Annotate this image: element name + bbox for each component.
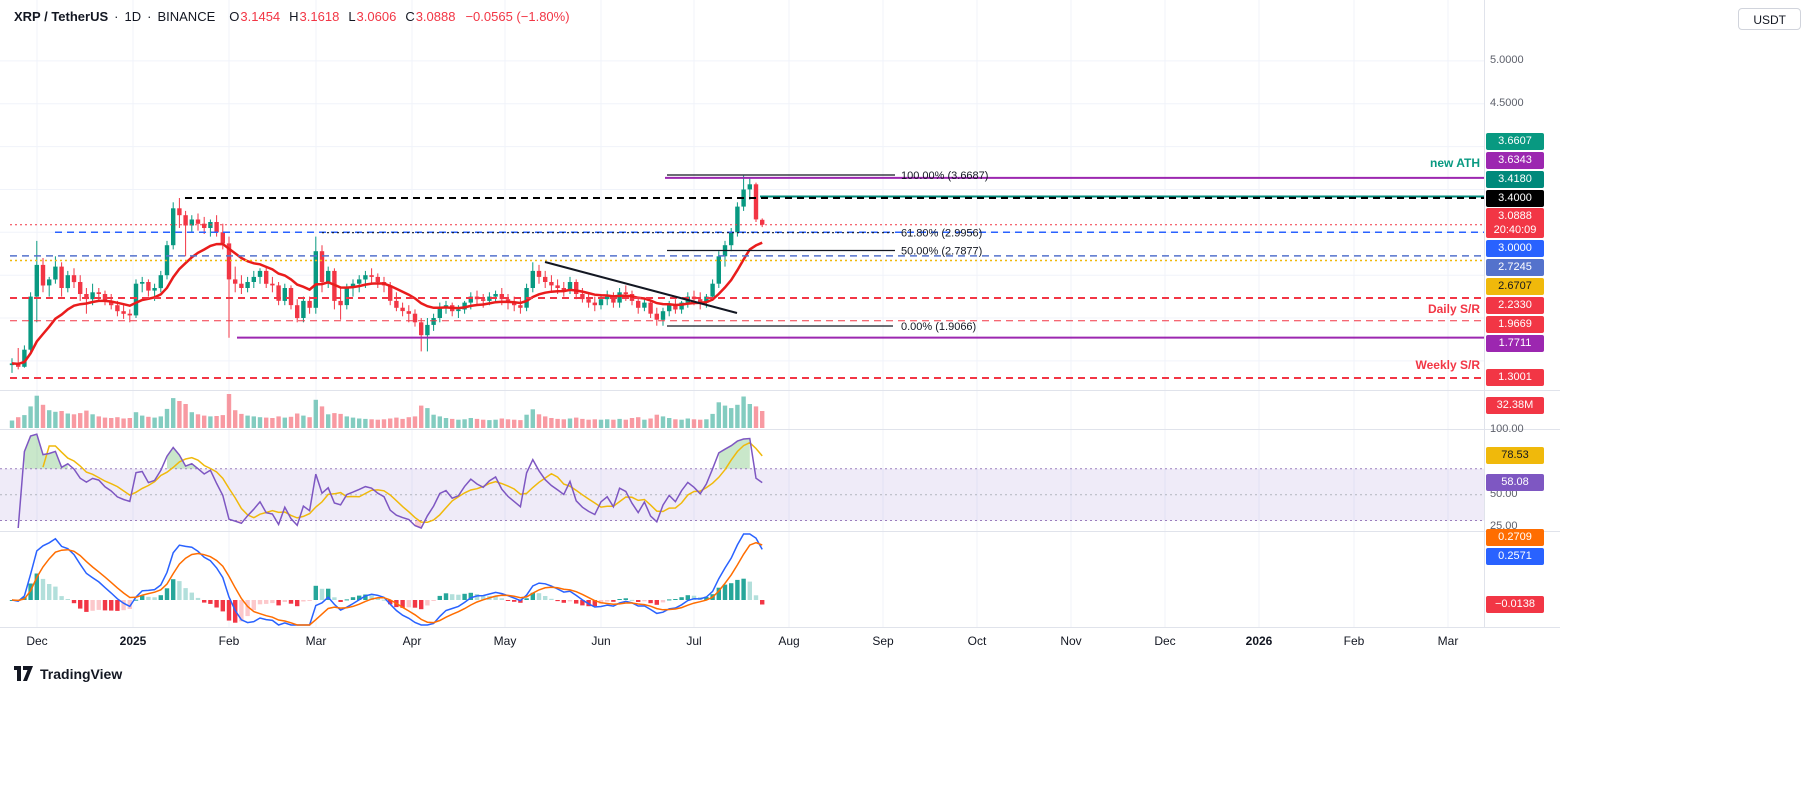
time-axis-label[interactable]: Jun: [591, 634, 611, 648]
pane-separators: [0, 0, 1560, 628]
separator-dot: ·: [114, 9, 119, 24]
price-badge: 2.7245: [1486, 259, 1544, 276]
low-label: L: [348, 9, 356, 24]
ohlc-values: O 3.1454 H 3.1618 L 3.0606 C 3.0888: [229, 9, 455, 24]
fib-level-label: 100.00% (3.6687): [901, 170, 988, 182]
horizontal-level-lines[interactable]: [10, 176, 1484, 379]
change-value: −0.0565 (−1.80%): [465, 9, 570, 24]
exchange-label: BINANCE: [157, 9, 216, 24]
time-axis-label[interactable]: Jul: [686, 634, 702, 648]
fib-level-label: 61.80% (2.9956): [901, 228, 982, 240]
time-axis-label[interactable]: Apr: [402, 634, 422, 648]
low-value: 3.0606: [356, 9, 397, 24]
price-badge: 3.0000: [1486, 240, 1544, 257]
trendline-drawing[interactable]: [544, 261, 738, 314]
price-badge: 3.6343: [1486, 152, 1544, 169]
price-badge: 32.38M: [1486, 397, 1544, 414]
time-axis-label[interactable]: Aug: [778, 634, 800, 648]
fib-level-label: 50.00% (2.7877): [901, 246, 982, 258]
close-value: 3.0888: [415, 9, 456, 24]
open-value: 3.1454: [240, 9, 281, 24]
currency-button[interactable]: USDT: [1738, 8, 1801, 30]
grid-lines: [0, 0, 1484, 627]
price-badge: 2.2330: [1486, 297, 1544, 314]
price-badge: 78.53: [1486, 447, 1544, 464]
price-badge: 0.2709: [1486, 529, 1544, 546]
price-badge: 3.4000: [1486, 190, 1544, 207]
time-axis-label[interactable]: Sep: [872, 634, 894, 648]
chart-annotation: Daily S/R: [1427, 302, 1480, 316]
time-axis-label[interactable]: Feb: [218, 634, 240, 648]
tradingview-logo[interactable]: TradingView: [13, 665, 122, 682]
price-badge: 3.4180: [1486, 171, 1544, 188]
tradingview-logo-icon: [14, 666, 33, 681]
time-axis-label[interactable]: Oct: [967, 634, 987, 648]
price-badge: 3.0888 20:40:09: [1486, 208, 1544, 238]
candlestick-series[interactable]: [9, 175, 765, 373]
price-badge: −0.0138: [1486, 596, 1544, 613]
chart-canvas[interactable]: 100.00% (3.6687) 61.80% (2.9956) 50.00% (2…: [0, 0, 1814, 630]
price-badge: 2.6707: [1486, 278, 1544, 295]
time-axis-label[interactable]: Dec: [1154, 634, 1176, 648]
time-axis-label[interactable]: Feb: [1343, 634, 1365, 648]
open-label: O: [229, 9, 240, 24]
time-axis-label[interactable]: Mar: [1437, 634, 1459, 648]
chart-annotation: Weekly S/R: [1415, 358, 1480, 372]
price-axis-tick[interactable]: 4.5000: [1490, 97, 1524, 109]
price-axis-tick[interactable]: 5.0000: [1490, 54, 1524, 66]
tradingview-logo-text: TradingView: [40, 665, 123, 682]
price-badge: 58.08: [1486, 474, 1544, 491]
time-axis-label[interactable]: Nov: [1060, 634, 1082, 648]
chart-svg[interactable]: 100.00% (3.6687) 61.80% (2.9956) 50.00% (2…: [0, 0, 1814, 630]
rsi-axis-tick[interactable]: 50.00: [1490, 488, 1518, 500]
price-badge: 1.9669: [1486, 316, 1544, 333]
interval-label[interactable]: 1D: [124, 9, 142, 24]
high-label: H: [289, 9, 299, 24]
fib-level-label: 0.00% (1.9066): [901, 321, 976, 333]
volume-bars[interactable]: [9, 394, 765, 428]
symbol-name[interactable]: XRP / TetherUS: [14, 9, 109, 24]
time-axis-label[interactable]: Mar: [305, 634, 327, 648]
close-label: C: [405, 9, 415, 24]
macd-indicator[interactable]: [9, 533, 765, 626]
time-axis-label[interactable]: May: [493, 634, 517, 648]
price-badge: 1.7711: [1486, 335, 1544, 352]
price-badge: 1.3001: [1486, 369, 1544, 386]
rsi-indicator[interactable]: [0, 433, 1484, 529]
separator-dot: ·: [147, 9, 152, 24]
time-axis-label[interactable]: Dec: [26, 634, 48, 648]
time-axis-label[interactable]: 2026: [1245, 634, 1273, 648]
high-value: 3.1618: [299, 9, 340, 24]
price-badge: 3.6607: [1486, 133, 1544, 150]
fib-retracement[interactable]: 100.00% (3.6687) 61.80% (2.9956) 50.00% (2…: [322, 170, 988, 333]
chart-annotation: new ATH: [1430, 156, 1480, 170]
price-badge: 0.2571: [1486, 548, 1544, 565]
time-axis-label[interactable]: 2025: [119, 634, 147, 648]
countdown-timer: 20:40:09: [1493, 224, 1537, 236]
rsi-axis-tick[interactable]: 100.00: [1490, 423, 1524, 435]
